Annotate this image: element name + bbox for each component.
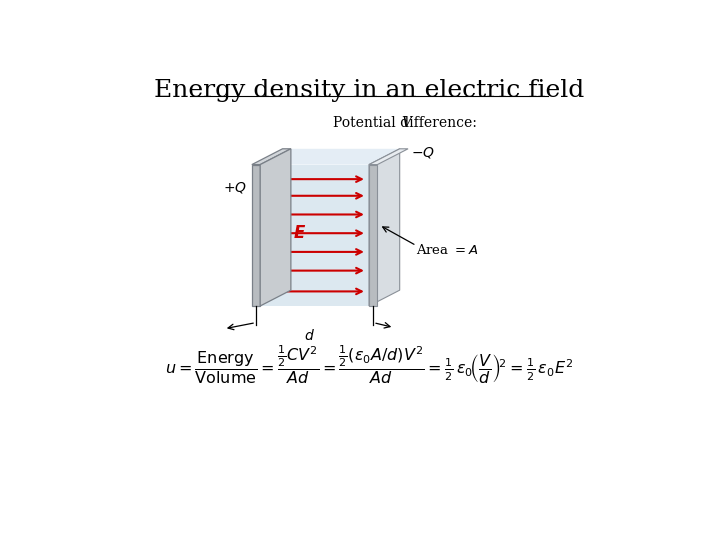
Text: Area $= A$: Area $= A$ — [416, 243, 479, 257]
Text: $+Q$: $+Q$ — [223, 180, 248, 195]
Text: $\bfit{E}$: $\bfit{E}$ — [292, 224, 306, 242]
Polygon shape — [369, 165, 377, 306]
Polygon shape — [252, 165, 260, 306]
Text: $d$: $d$ — [304, 328, 315, 343]
Polygon shape — [260, 165, 369, 306]
Text: V: V — [401, 116, 411, 130]
Text: $-Q$: $-Q$ — [411, 145, 435, 160]
Text: $u = \dfrac{\mathrm{Energy}}{\mathrm{Volume}} = \dfrac{\frac{1}{2}CV^2}{Ad} = \d: $u = \dfrac{\mathrm{Energy}}{\mathrm{Vol… — [165, 343, 573, 386]
Polygon shape — [369, 149, 400, 306]
Polygon shape — [260, 149, 400, 165]
Polygon shape — [252, 149, 291, 165]
Text: Energy density in an electric field: Energy density in an electric field — [154, 79, 584, 103]
Polygon shape — [369, 149, 408, 165]
Text: Potential difference:: Potential difference: — [333, 116, 481, 130]
Polygon shape — [260, 149, 291, 306]
